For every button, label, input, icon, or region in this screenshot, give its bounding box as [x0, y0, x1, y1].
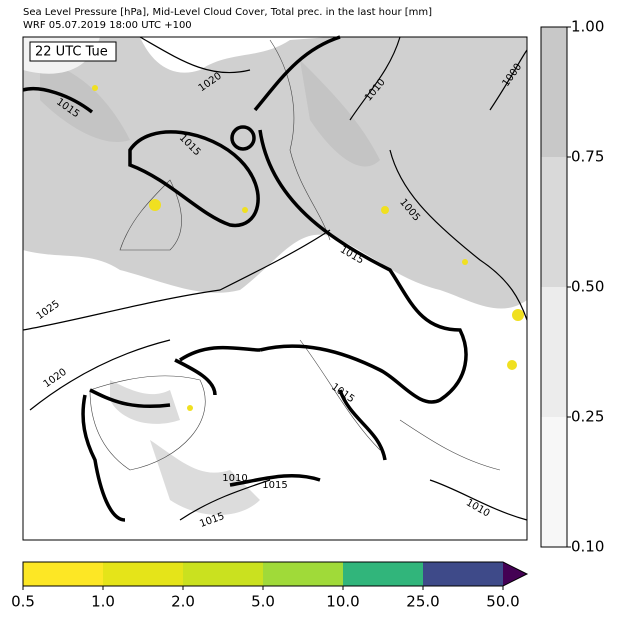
- colorbar-tick-label: 0.75: [571, 148, 604, 166]
- cloud-colorbar: 0.10 0.25 0.50 0.75 1.00: [540, 18, 604, 556]
- colorbar-segment: [263, 562, 343, 586]
- colorbar-tick-label: 0.10: [571, 538, 604, 556]
- subtitle: WRF 05.07.2019 18:00 UTC +100: [23, 20, 192, 31]
- precip: [92, 85, 524, 411]
- colorbar-segment: [183, 562, 263, 586]
- precip-colorbar: 0.5 1.0 2.0 5.0 10.0 25.0 50.0: [11, 561, 529, 611]
- isobar-label: 1010: [222, 473, 247, 484]
- colorbar-tick-label: 25.0: [406, 593, 439, 611]
- colorbar-segment: [343, 562, 423, 586]
- colorbar-segment: [423, 562, 503, 586]
- colorbar-segment: [541, 27, 567, 157]
- colorbar-segment: [541, 157, 567, 287]
- isobars: [22, 35, 528, 522]
- cloud-area: [40, 60, 380, 167]
- title: Sea Level Pressure [hPa], Mid-Level Clou…: [23, 7, 432, 18]
- colorbar-segment: [23, 562, 103, 586]
- colorbar-segment: [103, 562, 183, 586]
- map: 1020 1015 1015 1010 1000 1005 1015 1025 …: [22, 35, 528, 541]
- colorbar-tick-label: 0.5: [11, 593, 35, 611]
- colorbar-extension: [503, 562, 527, 586]
- colorbar-tick-label: 0.25: [571, 408, 604, 426]
- time-label: 22 UTC Tue: [35, 45, 108, 60]
- cloud-area: [110, 380, 260, 515]
- colorbar-tick-label: 1.00: [571, 18, 604, 36]
- colorbar-tick-label: 0.50: [571, 278, 604, 296]
- colorbar-tick-label: 50.0: [486, 593, 519, 611]
- colorbar-tick-label: 10.0: [326, 593, 359, 611]
- isobar-label: 1015: [262, 480, 287, 491]
- colorbar-frame: [22, 561, 529, 587]
- colorbar-segment: [541, 417, 567, 547]
- colorbar-tick-label: 5.0: [251, 593, 275, 611]
- colorbar-segment: [541, 287, 567, 417]
- colorbar-tick-label: 1.0: [91, 593, 115, 611]
- colorbar-tick-label: 2.0: [171, 593, 195, 611]
- coastlines: [89, 39, 501, 471]
